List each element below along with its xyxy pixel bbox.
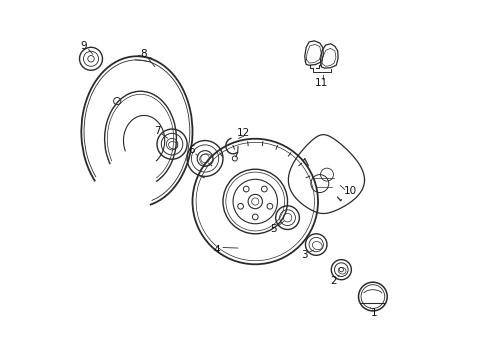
- Text: 7: 7: [154, 126, 161, 135]
- Text: 6: 6: [188, 145, 194, 155]
- Text: 2: 2: [329, 276, 336, 286]
- Text: 5: 5: [270, 225, 277, 234]
- Text: 9: 9: [81, 41, 87, 50]
- Text: 1: 1: [370, 309, 377, 318]
- Text: 3: 3: [301, 250, 307, 260]
- Text: 12: 12: [237, 129, 250, 138]
- Text: 10: 10: [343, 186, 356, 197]
- Text: 4: 4: [213, 245, 220, 255]
- Text: 11: 11: [314, 78, 327, 88]
- Text: 8: 8: [140, 49, 146, 59]
